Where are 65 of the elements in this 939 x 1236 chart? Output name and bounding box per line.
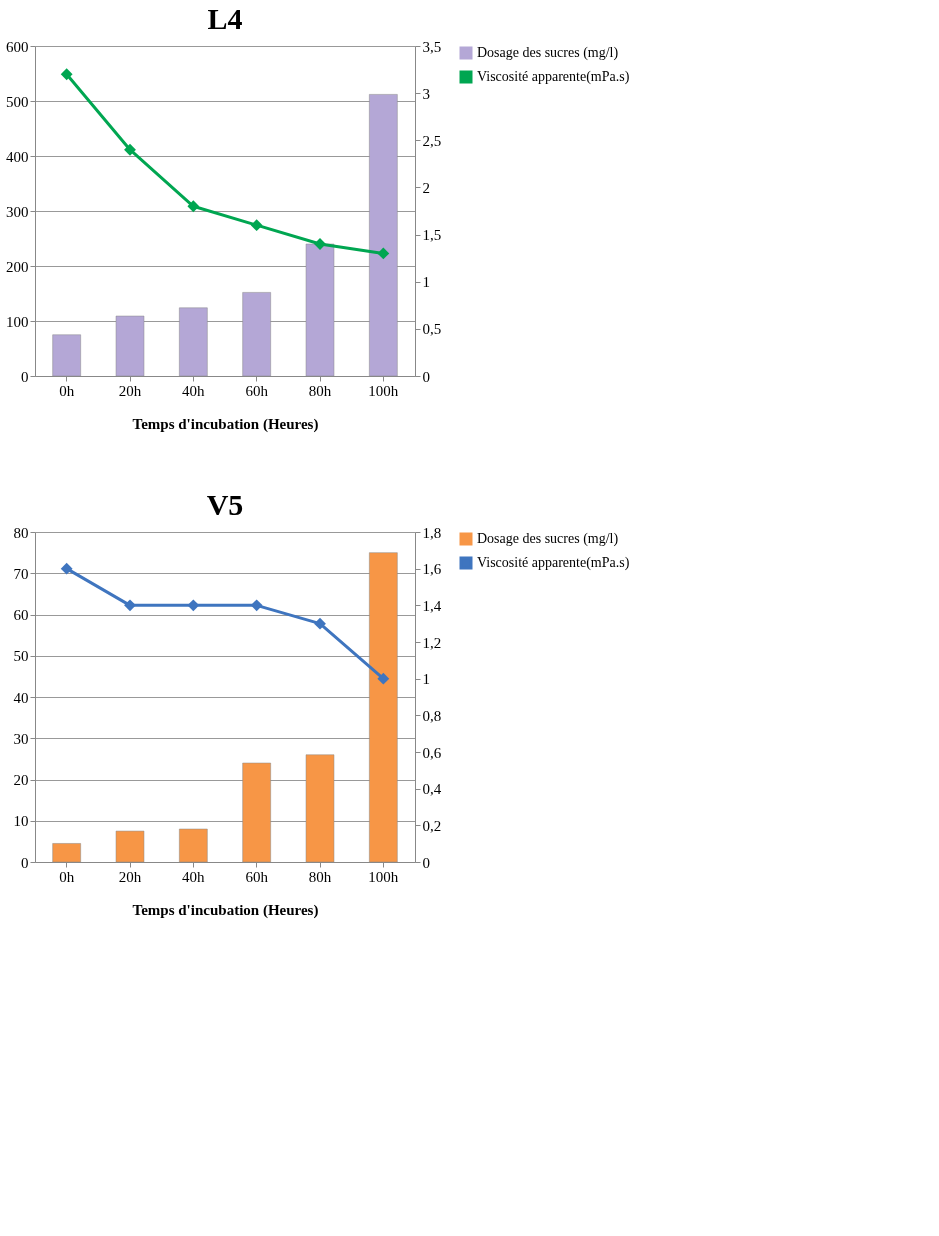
x-tick-label: 20h [118, 382, 142, 399]
legend-label: Viscosité apparente(mPa.s) [477, 555, 630, 571]
y2-tick-label: 1,8 [422, 524, 442, 541]
x-tick-label: 0h [59, 868, 75, 885]
y2-tick-label: 3 [422, 85, 430, 102]
y2-tick-label: 2 [422, 179, 430, 196]
y-tick-label: 300 [6, 203, 29, 220]
point [60, 562, 73, 575]
y2-tick-label: 0,4 [422, 781, 442, 798]
point [124, 143, 136, 156]
x-tick-label: 60h [245, 382, 269, 399]
y2-tick-label: 0,5 [422, 321, 442, 338]
x-axis-title: Temps d'incubation (Heures) [132, 415, 319, 433]
y-tick-label: 400 [6, 148, 29, 165]
x-tick-label: 20h [118, 868, 142, 885]
x-tick-label: 40h [182, 868, 206, 885]
x-tick-label: 60h [245, 868, 269, 885]
chart-title: L4 [207, 2, 243, 35]
y2-tick-label: 1,5 [422, 227, 442, 244]
y-tick-label: 50 [13, 648, 29, 665]
y-tick-label: 500 [6, 93, 29, 110]
y-tick-label: 20 [13, 772, 29, 788]
y-tick-label: 200 [6, 258, 29, 275]
y-tick-label: 70 [13, 565, 29, 582]
y-tick-label: 600 [6, 38, 29, 55]
y2-tick-label: 1 [422, 671, 430, 688]
y-tick-label: 40 [13, 689, 29, 706]
y2-tick-label: 0 [422, 854, 430, 871]
x-tick-label: 80h [308, 382, 332, 399]
y-tick-label: 0 [21, 854, 29, 871]
y2-tick-label: 0 [422, 368, 430, 385]
x-tick-label: 100h [368, 382, 399, 399]
y2-tick-label: 0,6 [422, 744, 442, 761]
x-tick-label: 80h [308, 868, 332, 885]
point [187, 200, 200, 213]
legend-label: Dosage des sucres (mg/l) [477, 531, 619, 547]
y2-tick-label: 3,5 [422, 38, 442, 55]
y2-tick-label: 0,8 [422, 707, 442, 724]
y-tick-label: 100 [6, 313, 29, 330]
y2-tick-label: 1,2 [422, 634, 442, 651]
x-tick-label: 40h [182, 382, 206, 399]
point [377, 247, 390, 260]
legend-label: Viscosité apparente(mPa.s) [477, 69, 630, 85]
point [314, 617, 326, 630]
y2-tick-label: 2,5 [422, 132, 442, 149]
point [187, 599, 200, 612]
point [250, 599, 263, 612]
x-tick-label: 100h [368, 868, 399, 885]
point [250, 219, 263, 232]
y-tick-label: 10 [13, 813, 29, 830]
y-tick-label: 0 [21, 368, 29, 385]
point [60, 68, 73, 81]
y-tick-label: 80 [13, 524, 29, 541]
x-tick-label: 0h [59, 382, 75, 399]
y2-tick-label: 1,4 [422, 597, 442, 614]
legend-label: Dosage des sucres (mg/l) [477, 45, 619, 61]
chart-title: V5 [206, 488, 244, 521]
y-tick-label: 30 [13, 730, 29, 747]
x-axis-title: Temps d'incubation (Heures) [132, 901, 319, 919]
y2-tick-label: 0,2 [422, 817, 442, 834]
y2-tick-label: 1,6 [422, 561, 442, 578]
y2-tick-label: 1 [422, 274, 430, 291]
point [377, 672, 390, 685]
point [124, 599, 136, 612]
y-tick-label: 60 [13, 607, 29, 623]
